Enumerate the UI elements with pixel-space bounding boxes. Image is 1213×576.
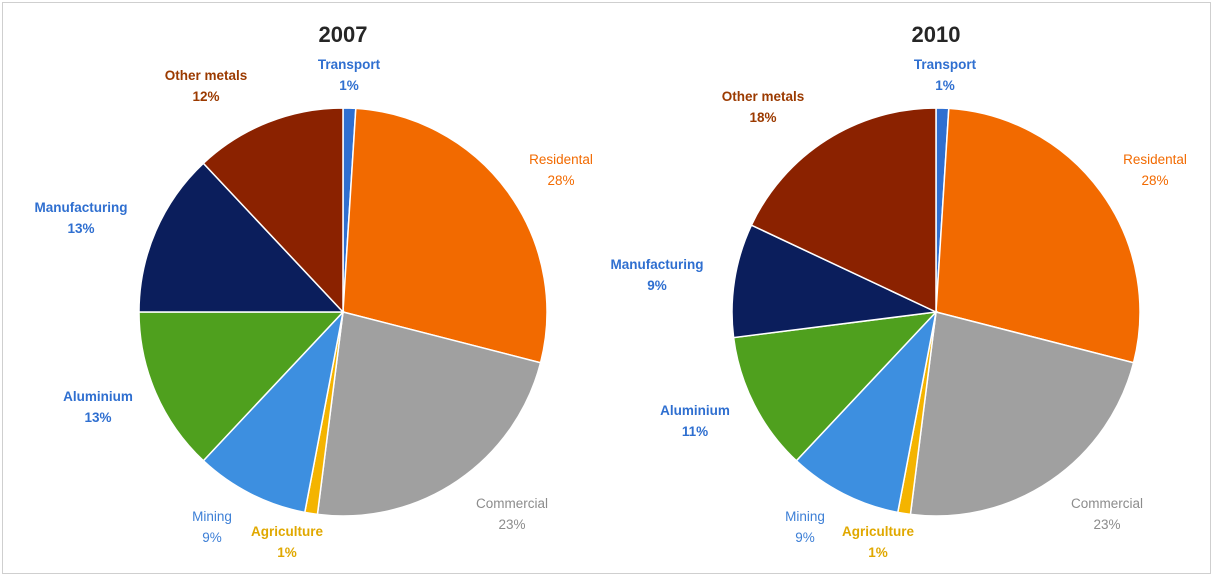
slice-value-label: 23% [498, 517, 525, 532]
slice-value-label: 13% [84, 410, 111, 425]
slice-label: Agriculture [251, 524, 324, 539]
pie-slice-aluminium [732, 310, 938, 462]
slice-label: Manufacturing [35, 200, 128, 215]
pie-slice-residental [342, 107, 548, 364]
pie-slice-residental [935, 107, 1141, 364]
slice-label: Agriculture [842, 524, 915, 539]
pie-slice-aluminium [138, 311, 345, 462]
slice-label: Other metals [165, 68, 248, 83]
slice-value-label: 9% [647, 278, 667, 293]
slice-label: Mining [785, 509, 825, 524]
slice-label: Commercial [476, 496, 548, 511]
slice-label: Aluminium [660, 403, 730, 418]
slice-label: Aluminium [63, 389, 133, 404]
pie-slice-mining [202, 309, 345, 514]
slice-value-label: 11% [682, 424, 708, 439]
pie-slice-manufacturing [138, 162, 345, 313]
slice-value-label: 12% [192, 89, 219, 104]
slice-value-label: 18% [749, 110, 776, 125]
slice-value-label: 1% [868, 545, 888, 560]
slice-value-label: 9% [795, 530, 815, 545]
pie-slice-manufacturing [731, 224, 939, 339]
slice-value-label: 1% [935, 78, 955, 93]
pie-charts-figure: 2007 Transport1%Residental28%Commercial2… [35, 22, 1187, 560]
pie-chart-2007: 2007 Transport 1% Residental 28% Commercial 2… [35, 22, 593, 560]
pie-slice-other-metals [202, 107, 344, 314]
slice-label: Residental [1123, 152, 1187, 167]
slice-value-label: 23% [1093, 517, 1120, 532]
slice-value-label: 1% [277, 545, 297, 560]
slice-value-label: 1% [339, 78, 359, 93]
slice-value-label: 28% [1141, 173, 1168, 188]
pie-slice-mining [795, 309, 938, 514]
chart-title: 2010 [912, 22, 961, 47]
slice-label: Manufacturing [611, 257, 704, 272]
slice-value-label: 9% [202, 530, 222, 545]
slice-label: Mining [192, 509, 232, 524]
pie-chart-2010: 2010 Transport 1% Residental 28% Commercial 2… [611, 22, 1187, 560]
slice-label: Other metals [722, 89, 805, 104]
slice-value-label: 28% [547, 173, 574, 188]
slice-label: Transport [914, 57, 977, 72]
slice-label: Residental [529, 152, 593, 167]
slice-label: Commercial [1071, 496, 1143, 511]
pie-slice-other-metals [750, 107, 937, 314]
chart-title: 2007 [319, 22, 368, 47]
slice-value-label: 13% [67, 221, 94, 236]
pie-slice-commercial [909, 311, 1135, 517]
pie-slice-commercial [316, 311, 542, 517]
slice-label: Transport [318, 57, 381, 72]
